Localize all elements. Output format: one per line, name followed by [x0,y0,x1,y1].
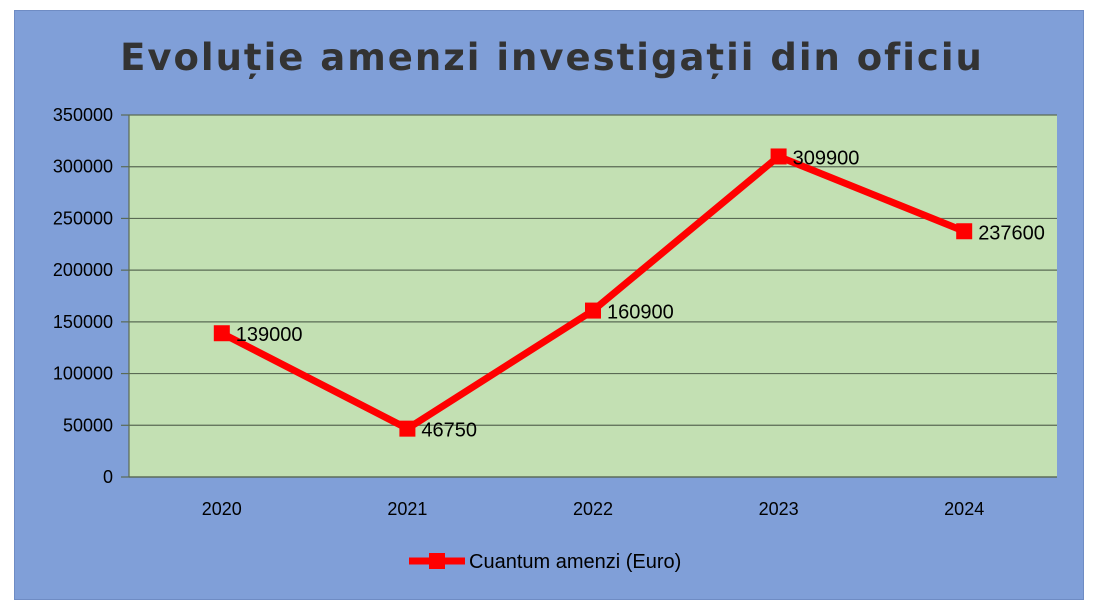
chart-title: Evoluție amenzi investigații din oficiu [120,36,984,79]
y-tick-label: 100000 [53,364,113,384]
x-tick-label: 2021 [387,499,427,519]
y-tick-label: 0 [103,467,113,487]
y-tick-label: 300000 [53,157,113,177]
series-cuantum-amenzi [213,148,973,437]
y-tick-label: 200000 [53,260,113,280]
data-point-marker [956,223,973,240]
y-tick-label: 250000 [53,208,113,228]
legend-label: Cuantum amenzi (Euro) [469,551,681,573]
y-axis: 0 50000 100000 150000 200000 250000 300000 3500… [53,105,130,487]
data-labels: 139000 46750 160900 309900 237600 [236,147,1045,441]
x-axis: 2020 2021 2022 2023 2024 [129,476,1057,519]
plot-area [129,115,1057,477]
data-point-marker [585,302,601,319]
x-tick-label: 2023 [759,499,799,519]
data-label: 139000 [236,324,303,346]
data-point-marker [213,325,230,342]
data-label: 309900 [793,147,860,169]
line-chart: Evoluție amenzi investigații din oficiu … [53,36,1057,573]
chart-frame: Evoluție amenzi investigații din oficiu … [14,10,1084,600]
x-tick-label: 2020 [202,499,242,519]
data-point-marker [399,420,416,437]
y-tick-label: 150000 [53,312,113,332]
data-label: 160900 [607,302,674,324]
y-tick-label: 350000 [53,105,113,125]
y-tick-label: 50000 [63,415,113,435]
legend-marker [429,553,445,569]
x-tick-label: 2022 [573,499,613,519]
gridlines [129,114,1057,478]
data-point-marker [770,148,787,165]
data-label: 237600 [978,222,1045,244]
x-tick-label: 2024 [944,499,984,519]
legend: Cuantum amenzi (Euro) [409,551,681,573]
data-label: 46750 [421,420,477,442]
